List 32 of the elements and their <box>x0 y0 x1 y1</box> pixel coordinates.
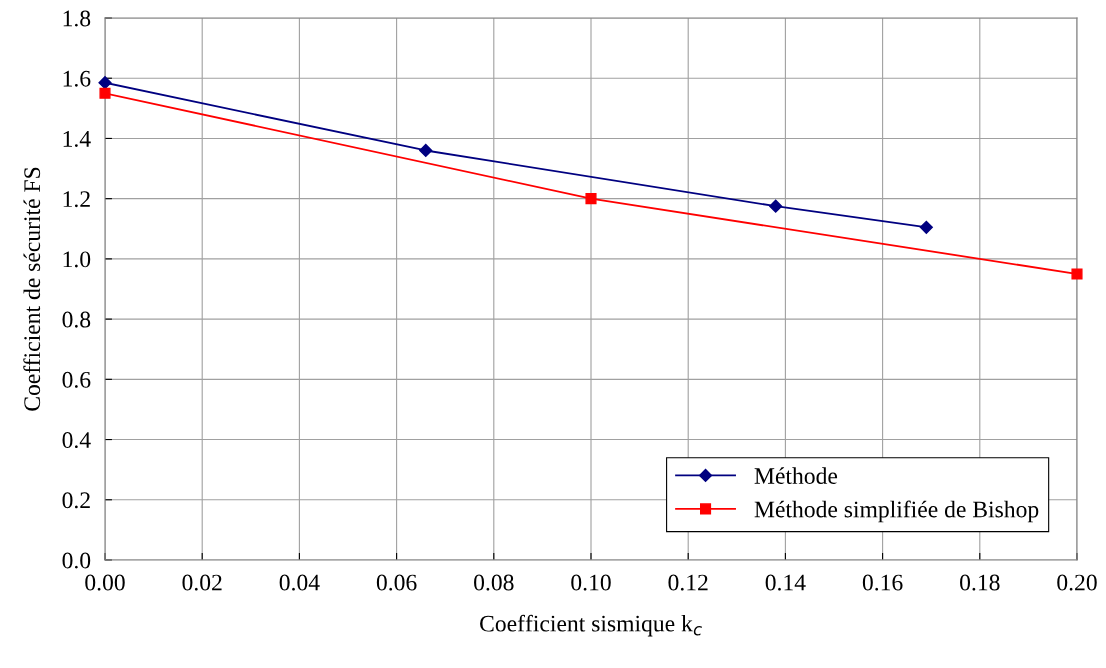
y-tick-label: 1.6 <box>63 70 91 87</box>
point <box>585 193 597 205</box>
y-tick-label: 1.2 <box>63 191 90 208</box>
point <box>99 87 111 99</box>
point <box>419 143 433 158</box>
x-tick-label: 0.08 <box>474 574 514 591</box>
legend-label: Méthode simplifiée de Bishop <box>754 500 1039 523</box>
y-tick-label: 1.0 <box>63 251 91 268</box>
x-tick-label: 0.14 <box>765 574 806 591</box>
y-axis-title: Coefficient de sécurité FS <box>23 167 41 411</box>
x-tick-label: 0.10 <box>571 574 611 591</box>
x-axis-title: Coefficient sismique k$_{c}$ <box>480 614 702 637</box>
x-tick-label: 0.02 <box>182 574 222 591</box>
point <box>919 220 933 234</box>
x-tick-label: 0.12 <box>668 574 708 591</box>
y-tick-label: 0.4 <box>62 432 91 449</box>
x-tick-label: 0.00 <box>85 574 125 591</box>
x-tick-label: 0.18 <box>960 574 1000 591</box>
x-tick-label: 0.06 <box>376 574 417 591</box>
y-tick-label: 0.6 <box>62 371 91 388</box>
legend-label: Méthode <box>754 467 838 484</box>
point <box>1071 268 1083 280</box>
y-tick-label: 0.2 <box>62 492 90 509</box>
y-tick-label: 1.4 <box>63 131 91 147</box>
y-tick-label: 1.8 <box>63 10 91 27</box>
x-tick-label: 0.16 <box>862 574 903 591</box>
point <box>98 76 112 90</box>
y-tick-label: 0.0 <box>62 552 91 569</box>
y-tick-label: 0.8 <box>62 311 91 328</box>
point <box>769 199 783 213</box>
x-tick-label: 0.20 <box>1057 574 1097 591</box>
x-tick-label: 0.04 <box>279 574 320 591</box>
